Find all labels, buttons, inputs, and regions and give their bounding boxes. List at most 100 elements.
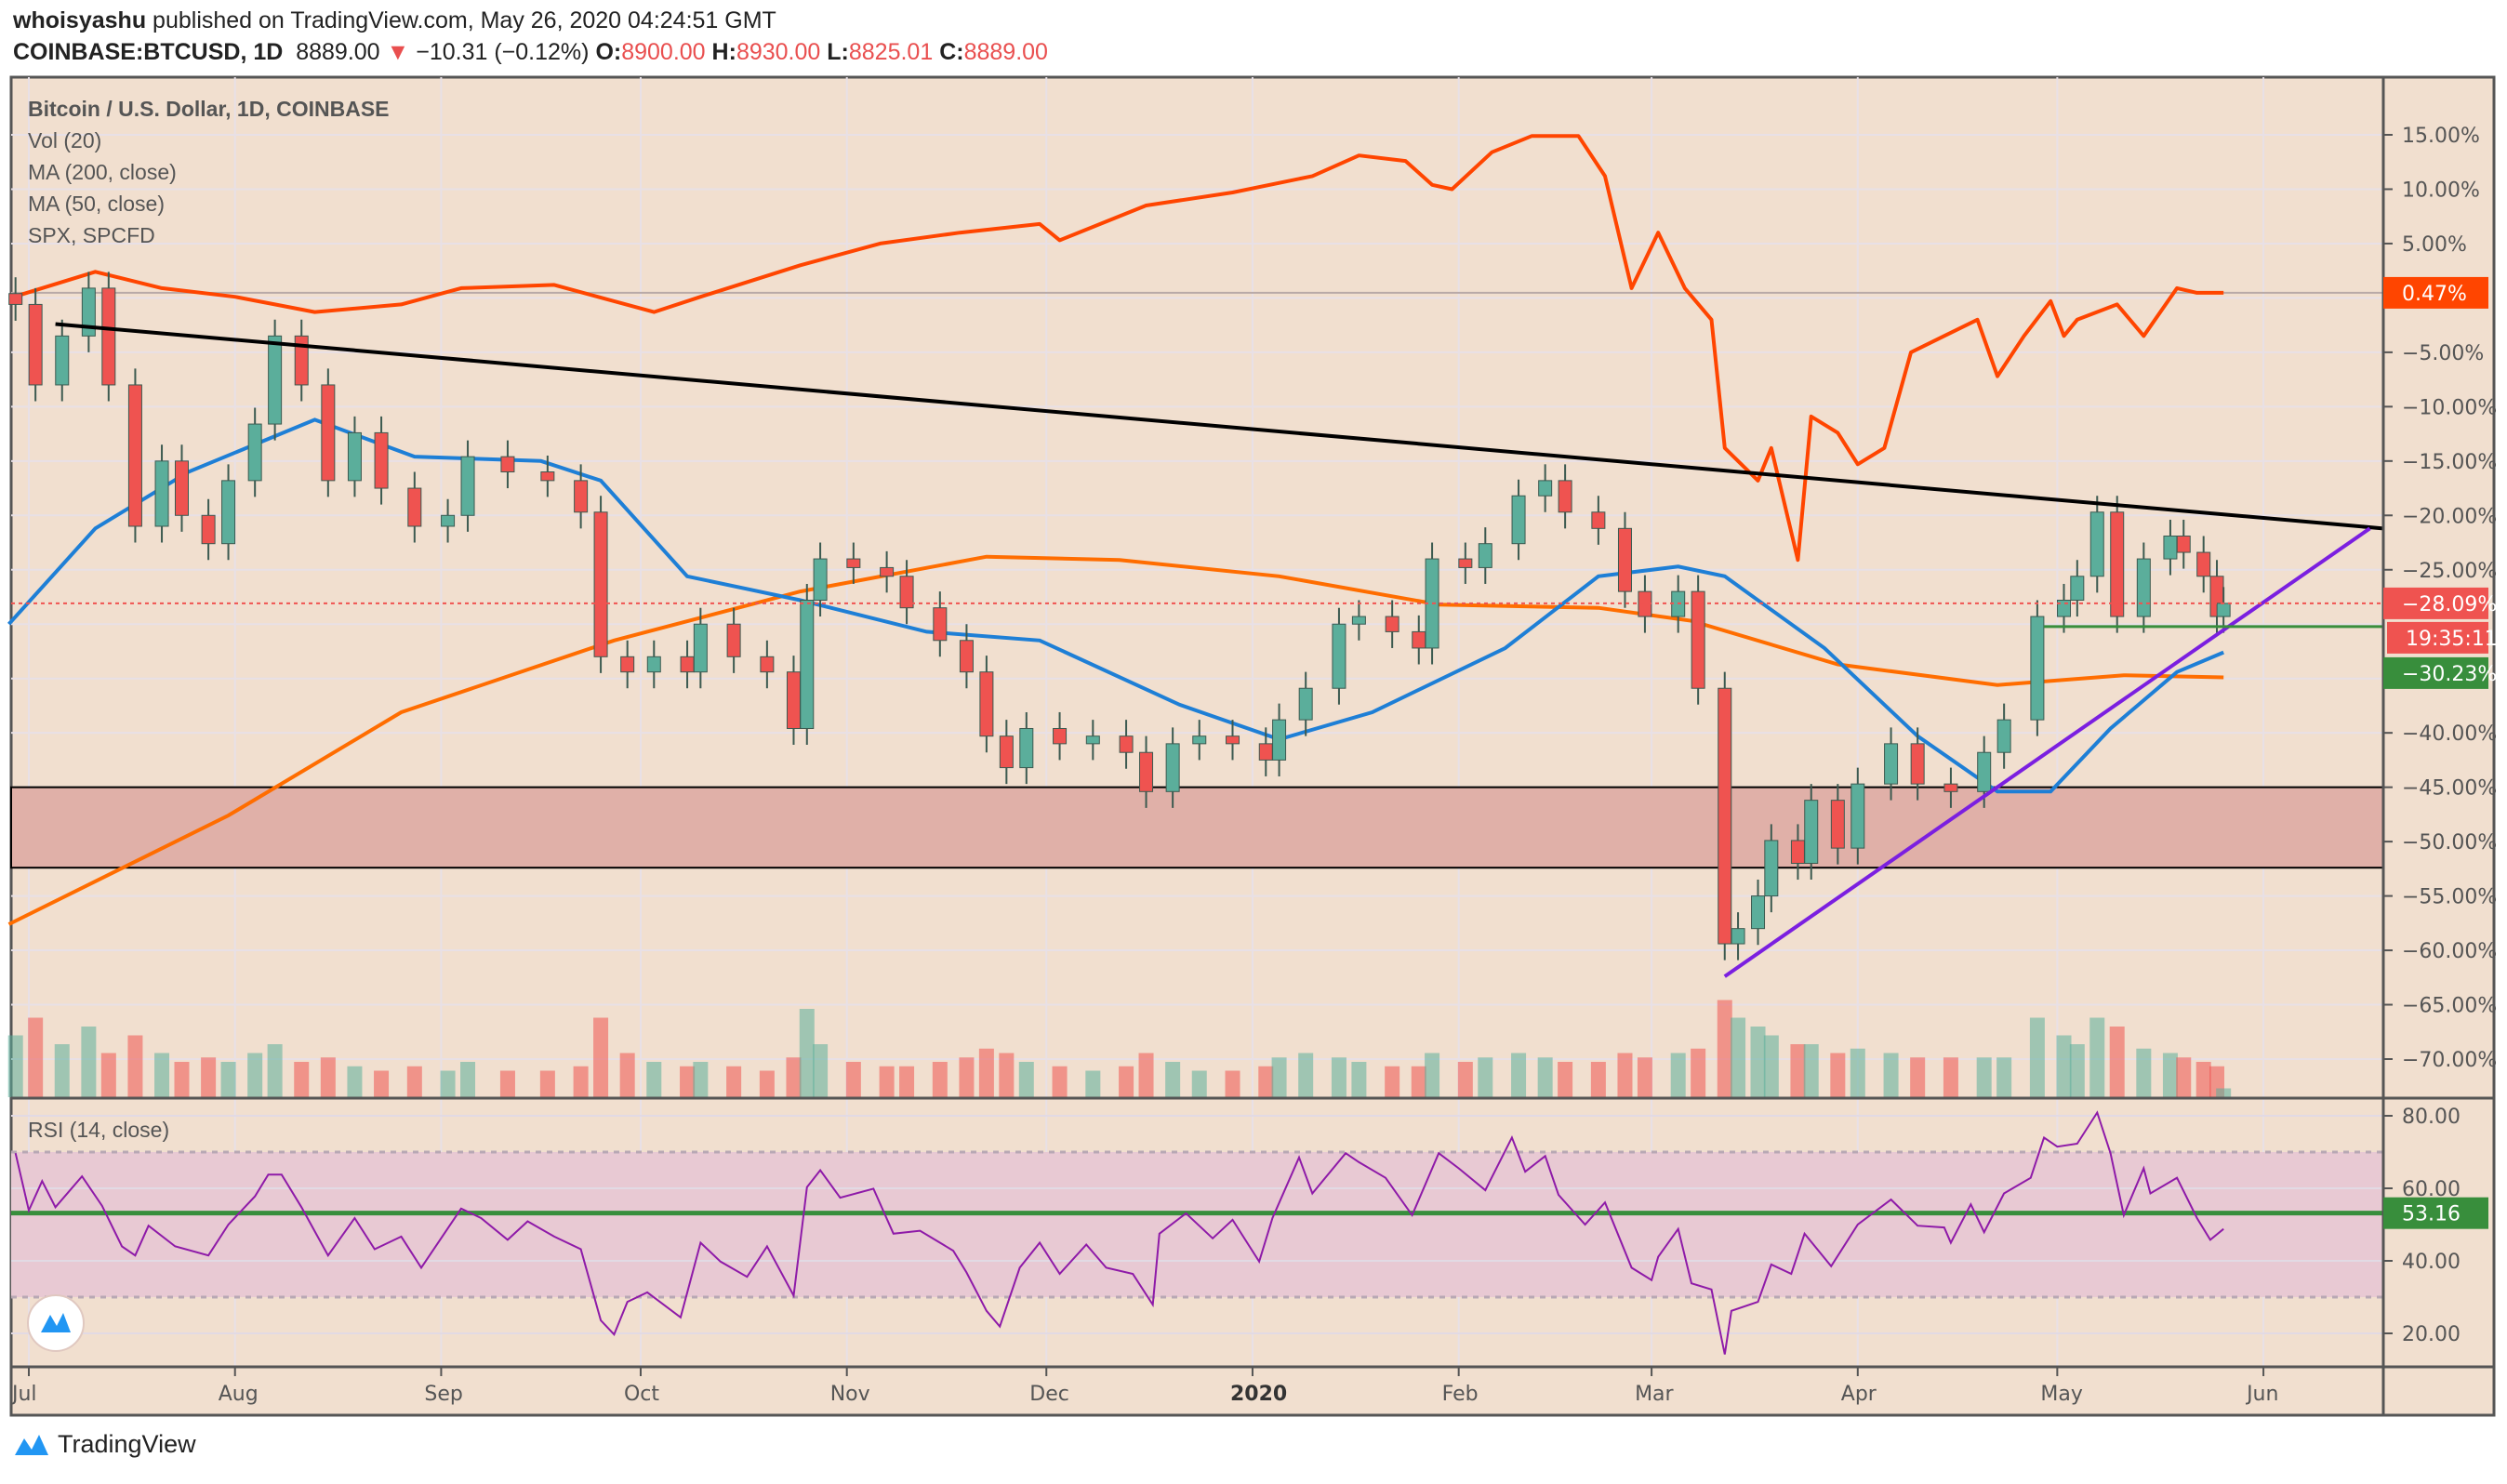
candle-body <box>1764 840 1779 897</box>
candle-body <box>880 566 895 577</box>
ascending-trendline <box>1723 526 2371 978</box>
volume-bar <box>247 1053 263 1097</box>
volume-bar <box>799 1009 815 1097</box>
spx-last-label: 0.47% <box>2402 283 2467 306</box>
volume-bar <box>932 1062 948 1097</box>
candle-body <box>2089 511 2104 577</box>
volume-bar <box>1511 1053 1527 1097</box>
candle-body <box>1804 800 1819 864</box>
support-label-bg <box>2383 656 2488 689</box>
open-value: 8900.00 <box>621 39 706 65</box>
volume-bar <box>2029 1017 2045 1097</box>
candle-body <box>1139 751 1154 792</box>
volume-bar <box>100 1053 116 1097</box>
legend-ma50[interactable]: MA (50, close) <box>28 192 165 216</box>
candle-body <box>1019 727 1034 769</box>
spx-line <box>15 134 2224 563</box>
price-tick-label: −15.00% <box>2402 451 2497 474</box>
volume-bar <box>127 1035 143 1097</box>
legend-volume[interactable]: Vol (20) <box>28 128 102 152</box>
candle-body <box>760 656 775 673</box>
candle-body <box>726 623 741 657</box>
candle-body <box>693 623 708 673</box>
volume-bar <box>7 1035 23 1097</box>
volume-bar <box>81 1027 97 1097</box>
author-name[interactable]: whoisyashu <box>13 7 147 33</box>
volume-bar <box>406 1066 422 1097</box>
volume-bar <box>1637 1057 1652 1097</box>
volume-bar <box>1165 1062 1181 1097</box>
candle-body <box>347 431 362 482</box>
volume-bar <box>879 1066 895 1097</box>
volume-bar <box>726 1066 742 1097</box>
volume-bar <box>1385 1066 1400 1097</box>
volume-bar <box>1298 1053 1314 1097</box>
volume-bar <box>680 1066 696 1097</box>
volume-bar <box>1910 1057 1926 1097</box>
rsi-level-label: 53.16 <box>2402 1203 2461 1226</box>
close-value: 8889.00 <box>963 39 1048 65</box>
volume-bar <box>154 1053 170 1097</box>
volume-bar <box>1943 1057 1958 1097</box>
high-label: H: <box>711 39 736 65</box>
price-tick-label: −50.00% <box>2402 831 2497 855</box>
candle-body <box>1910 743 1925 785</box>
candle-body <box>2216 603 2231 617</box>
price-tick-label: −60.00% <box>2402 940 2497 963</box>
candle-body <box>1790 840 1805 864</box>
volume-bar <box>201 1057 217 1097</box>
volume-bar <box>2089 1017 2105 1097</box>
tradingview-brand[interactable]: TradingView <box>13 1430 196 1459</box>
volume-bar <box>2056 1035 2072 1097</box>
candle-body <box>1412 630 1426 649</box>
candle-body <box>1085 735 1100 745</box>
volume-bar <box>1085 1070 1101 1097</box>
brand-name: TradingView <box>58 1430 196 1458</box>
legend-ma200[interactable]: MA (200, close) <box>28 160 177 184</box>
legend-rsi[interactable]: RSI (14, close) <box>28 1118 170 1142</box>
candle-body <box>247 423 262 482</box>
candle-body <box>979 671 994 737</box>
candle-body <box>174 460 189 516</box>
volume-bar <box>1018 1062 1034 1097</box>
last-price: 8889.00 <box>296 39 380 65</box>
candle-body <box>786 671 801 729</box>
candle-body <box>407 487 422 527</box>
time-tick-label: Feb <box>1442 1383 1479 1406</box>
volume-bar <box>999 1053 1015 1097</box>
volume-bar <box>646 1062 662 1097</box>
time-tick-label: Apr <box>1841 1383 1877 1406</box>
volume-bar <box>1883 1053 1899 1097</box>
volume-bar <box>28 1017 44 1097</box>
time-tick-label: Aug <box>219 1383 259 1406</box>
candle-body <box>846 558 861 568</box>
candle-body <box>1119 735 1134 753</box>
time-tick-label: Dec <box>1029 1383 1069 1406</box>
rsi-tick-label: 80.00 <box>2402 1106 2461 1129</box>
rsi-level-label-bg <box>2383 1197 2488 1229</box>
volume-bar <box>759 1070 775 1097</box>
price-tick-label: −40.00% <box>2402 722 2497 746</box>
volume-bar <box>374 1070 390 1097</box>
candle-body <box>1511 495 1526 545</box>
volume-bar <box>1478 1057 1493 1097</box>
candle-body <box>1053 727 1068 745</box>
volume-bar <box>220 1062 236 1097</box>
candle-body <box>1591 511 1606 529</box>
volume-bar <box>1996 1057 2012 1097</box>
volume-bar <box>959 1057 975 1097</box>
volume-bar <box>2109 1027 2125 1097</box>
volume-bar <box>1717 1000 1732 1097</box>
candle-body <box>294 335 309 386</box>
volume-bar <box>1191 1070 1207 1097</box>
candle-body <box>1538 480 1553 497</box>
candle-body <box>2110 511 2125 617</box>
candle-body <box>1385 616 1399 632</box>
volume-bar <box>2176 1057 2192 1097</box>
volume-bar <box>347 1066 363 1097</box>
candle-body <box>1996 719 2011 753</box>
candle-body <box>1332 623 1346 689</box>
candle-body <box>81 287 96 337</box>
legend-spx[interactable]: SPX, SPCFD <box>28 223 155 247</box>
